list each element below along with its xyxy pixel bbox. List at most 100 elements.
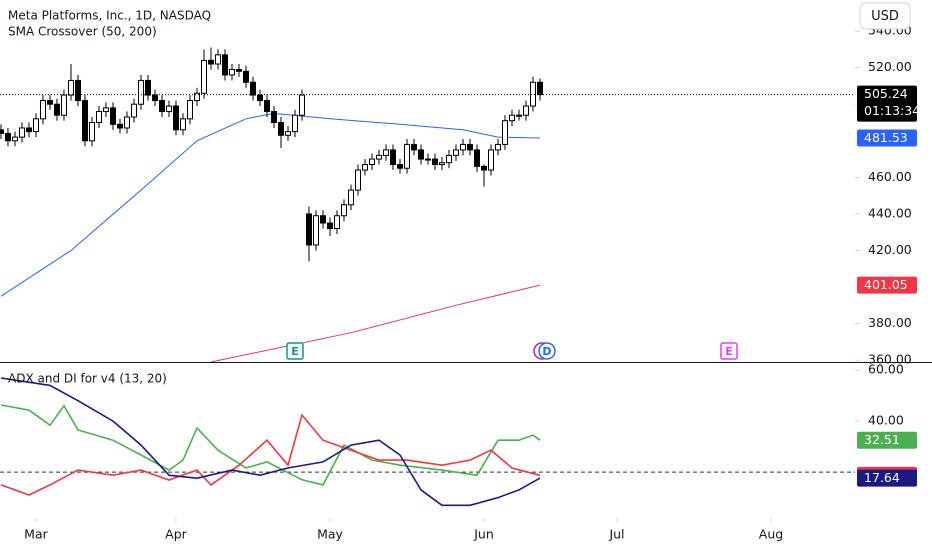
- x-tick-label: Apr: [165, 527, 187, 542]
- y-tick-label: 440.00: [868, 205, 912, 220]
- countdown-label: 01:13:34: [864, 103, 920, 118]
- y-tick-label: 520.00: [868, 59, 912, 74]
- candle-body: [305, 213, 312, 246]
- candle-body: [109, 107, 116, 125]
- candle-body: [186, 100, 193, 120]
- indicator-legend: ADX and DI for v4 (13, 20): [8, 372, 167, 386]
- candle-body: [179, 118, 186, 131]
- y-tick-label: 60.00: [868, 362, 904, 377]
- candle-body: [74, 79, 81, 102]
- x-tick-label: Aug: [759, 527, 783, 542]
- candle-body: [333, 215, 340, 230]
- candle-body: [172, 105, 179, 131]
- symbol-title: Meta Platforms, Inc., 1D, NASDAQ: [8, 9, 211, 23]
- candle-body: [340, 204, 347, 217]
- candle-body: [123, 116, 130, 129]
- candle-body: [4, 132, 11, 142]
- price-tag-label: 481.53: [864, 130, 908, 145]
- candle-body: [67, 79, 74, 96]
- candle-body: [375, 154, 382, 160]
- candle-body: [312, 215, 319, 246]
- candle-body: [95, 111, 102, 123]
- candle-body: [410, 143, 417, 151]
- candle-body: [466, 143, 473, 151]
- price-tag-label: 32.51: [864, 432, 900, 447]
- x-tick-label: Jun: [473, 527, 494, 542]
- candle-body: [403, 143, 410, 169]
- candle-body: [459, 143, 466, 151]
- candle-body: [11, 136, 18, 142]
- event-marker: [538, 342, 556, 360]
- candle-body: [389, 149, 396, 166]
- candle-body: [480, 165, 487, 171]
- price-tag-label: 505.24: [864, 86, 908, 101]
- candle-body: [32, 118, 39, 133]
- price-tag: [857, 431, 917, 449]
- candle-body: [46, 100, 53, 105]
- candle-body: [0, 129, 4, 134]
- indicator-legend: SMA Crossover (50, 200): [8, 25, 157, 39]
- candle-body: [39, 100, 46, 120]
- candle-body: [214, 54, 221, 65]
- candle-body: [431, 158, 438, 166]
- price-tag-label: 401.05: [864, 277, 908, 292]
- candle-body: [221, 54, 228, 76]
- candle-body: [438, 162, 445, 166]
- y-tick-label: 380.00: [868, 315, 912, 330]
- indicator-line: [210, 284, 541, 362]
- candle-body: [361, 164, 368, 171]
- candle-body: [354, 169, 361, 191]
- indicator-line: [0, 377, 541, 507]
- candle-body: [249, 81, 256, 96]
- price-tag: [857, 276, 917, 294]
- event-label: E: [725, 345, 733, 358]
- candle-body: [326, 222, 333, 230]
- x-tick-label: Mar: [24, 527, 48, 542]
- candle-body: [116, 123, 123, 129]
- y-tick-label: 420.00: [868, 242, 912, 257]
- candle-body: [382, 149, 389, 156]
- candle-body: [53, 103, 60, 116]
- event-marker: [286, 342, 304, 360]
- candle-body: [256, 94, 263, 102]
- currency-button[interactable]: [859, 2, 911, 30]
- candle-body: [235, 68, 242, 72]
- candle-body: [137, 79, 144, 105]
- candle-body: [522, 105, 529, 116]
- candle-body: [165, 105, 172, 113]
- price-tag: [857, 469, 917, 487]
- candle-body: [487, 149, 494, 171]
- indicator-pane: [0, 377, 855, 507]
- price-tag: [857, 129, 917, 147]
- candle-body: [88, 121, 95, 142]
- candle-body: [508, 114, 515, 122]
- candle-body: [200, 59, 207, 94]
- candle-body: [81, 100, 88, 142]
- candle-body: [228, 68, 235, 76]
- candle-body: [270, 111, 277, 123]
- price-tag-label: 17.64: [864, 470, 900, 485]
- candle-body: [417, 149, 424, 160]
- candle-body: [25, 127, 32, 133]
- candle-body: [494, 143, 501, 151]
- candle-body: [396, 164, 403, 169]
- candle-body: [536, 81, 543, 96]
- candle-body: [158, 100, 165, 113]
- currency-label[interactable]: USD: [871, 9, 899, 24]
- candle-body: [207, 59, 214, 65]
- indicator-line: [0, 413, 541, 496]
- candle-body: [102, 107, 109, 113]
- candle-body: [473, 149, 480, 167]
- candle-body: [263, 100, 270, 113]
- candle-body: [277, 121, 284, 136]
- candle-body: [319, 215, 326, 224]
- candle-body: [144, 79, 151, 96]
- indicator-line: [0, 404, 541, 486]
- candle-body: [291, 114, 298, 133]
- candle-body: [18, 127, 25, 138]
- y-tick-label: 460.00: [868, 169, 912, 184]
- candle-body: [515, 114, 522, 117]
- candle-body: [298, 94, 305, 116]
- candle-body: [529, 81, 536, 107]
- event-label: D: [542, 345, 551, 358]
